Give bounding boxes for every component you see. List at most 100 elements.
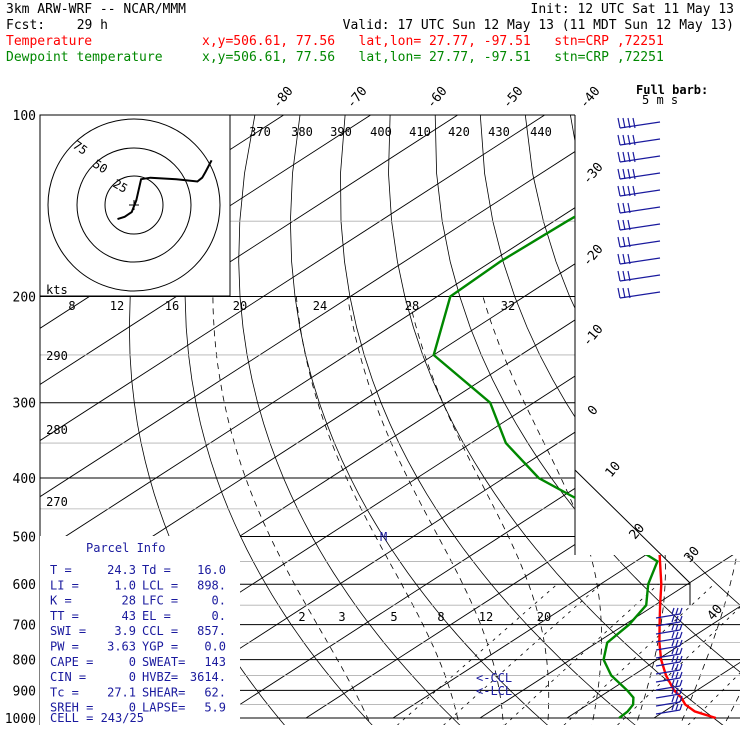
wind-barb-flag [675, 663, 679, 671]
wind-barb-flag [617, 151, 621, 163]
pressure-label: 500 [13, 530, 36, 545]
wind-barb-flag [632, 168, 636, 180]
parcel-info-value: 0 [129, 670, 136, 684]
wind-barb-staff [655, 685, 681, 691]
isotherm-line [40, 115, 458, 719]
wind-barb-flag [671, 703, 675, 711]
wind-barb [617, 219, 661, 231]
wind-barb-flag [627, 253, 631, 265]
wind-barb-flag [622, 219, 626, 231]
wind-barb-flag [671, 695, 675, 703]
wind-barb-flag [675, 679, 679, 687]
parcel-info-key: SHEAR= [142, 685, 185, 699]
moist-adiabat [575, 296, 666, 725]
wind-barb-flag [627, 117, 631, 129]
wind-barb-flag [675, 615, 679, 623]
wind-barb [655, 607, 683, 619]
parcel-info-value: 1.0 [114, 578, 136, 592]
wind-barb-flag [617, 185, 621, 197]
wind-barb [655, 703, 683, 715]
moist-adiabat [347, 296, 505, 725]
wind-barb-flag [617, 270, 621, 282]
wind-barb-staff [619, 240, 661, 248]
parcel-info-key: T = [50, 563, 72, 577]
parcel-info-key: EL = [142, 609, 171, 623]
wind-barb-flag [622, 270, 626, 282]
wind-barb-flag [632, 185, 636, 197]
wind-barb-staff [655, 693, 681, 699]
isotherm-line [392, 115, 740, 719]
temperature-line [639, 115, 740, 720]
wind-barb-flag [675, 655, 679, 663]
wind-barb-flag [679, 695, 683, 703]
wind-barb-flag [675, 639, 679, 647]
theta-label: 280 [46, 423, 68, 437]
parcel-info-value: 27.1 [107, 685, 136, 699]
wind-barb-flag [617, 134, 621, 146]
wind-barb-flag [627, 134, 631, 146]
wind-barb-flag [617, 202, 621, 214]
wind-barb-flag [627, 287, 631, 299]
isotherm-label: 10 [603, 459, 625, 481]
theta-label: 420 [448, 125, 470, 139]
hodo-speed-label: 8 [68, 299, 75, 313]
wind-barb-flag [617, 117, 621, 129]
wind-barb [655, 663, 683, 675]
hodograph-ring-label: 75 [70, 138, 90, 158]
mixing-ratio-labels: 2 3 5 8 12 20 [298, 610, 551, 624]
wind-barbs: Full barb:5 m s [617, 83, 708, 715]
parcel-info-value: 62. [204, 685, 226, 699]
wind-barb [617, 236, 661, 248]
wind-barb [617, 202, 661, 214]
wind-barb [655, 687, 683, 699]
parcel-info-box: Parcel Info T = 24.3 Td = 16.0 LI = 1.0 LCL = 89… [40, 536, 240, 725]
wind-barb-flag [679, 631, 683, 639]
wind-barb-flag [675, 703, 679, 711]
wind-barb-flag [671, 679, 675, 687]
moist-adiabat [295, 296, 461, 725]
wind-barb-flag [671, 687, 675, 695]
isotherm-line [566, 115, 740, 719]
wind-barb-staff [619, 121, 661, 129]
mixing-ratio-label: 2 [298, 610, 305, 624]
wind-barb-staff [619, 155, 661, 163]
pressure-label: 900 [13, 684, 36, 699]
wind-barb-staff [619, 223, 661, 231]
theta-label: 400 [370, 125, 392, 139]
wind-barb-flag [679, 639, 683, 647]
moist-adiabat [408, 296, 550, 725]
pressure-axis-labels: 100 200 300 400 500 600 700 800 900 1000 [5, 109, 36, 727]
wind-barb-flag [617, 253, 621, 265]
wind-barb-flag [675, 647, 679, 655]
theta-label: 270 [46, 495, 68, 509]
isotherm-line [305, 115, 740, 719]
isotherm-label: 30 [682, 544, 704, 566]
theta-label: 410 [409, 125, 431, 139]
mixing-ratio-line [557, 583, 715, 725]
isotherm-label: -70 [344, 84, 371, 112]
wind-barb-flag [675, 607, 679, 615]
parcel-info-key: YGP = [142, 640, 178, 654]
isotherm-line [653, 115, 740, 719]
dew-legend-name: Dewpoint temperature [6, 50, 163, 65]
wind-barb-flag [627, 151, 631, 163]
valid-time: Valid: 17 UTC Sun 12 May 13 (11 MDT Sun … [343, 18, 734, 33]
parcel-info-key: PW = [50, 640, 79, 654]
wind-barb [655, 623, 683, 635]
hodo-speed-label: 20 [233, 299, 247, 313]
wind-barb-flag [679, 663, 683, 671]
isotherm-label: -20 [580, 242, 607, 270]
hodograph-trace [117, 159, 213, 221]
wind-barb [617, 253, 661, 265]
dry-adiabat [238, 115, 467, 725]
wind-barb [617, 287, 661, 299]
wind-barb-flag [622, 185, 626, 197]
wind-barb-flag [627, 185, 631, 197]
wind-barb-staff [619, 206, 661, 214]
wind-barb-flag [627, 270, 631, 282]
wind-barb-flag [675, 623, 679, 631]
hodograph-ring-label: 25 [111, 176, 131, 195]
wind-barb-flag [675, 671, 679, 679]
moist-adiabat [720, 296, 740, 725]
